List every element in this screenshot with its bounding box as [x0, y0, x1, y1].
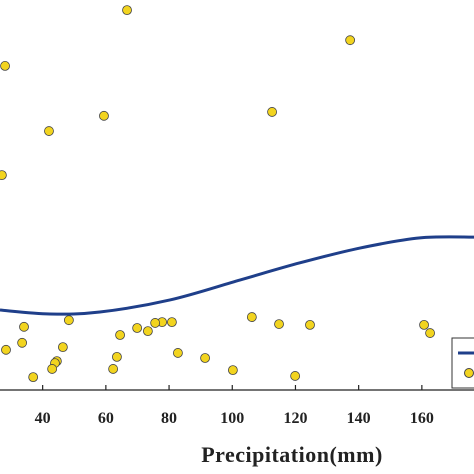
point: [274, 319, 284, 329]
fit-line: [0, 235, 474, 316]
legend-box: [451, 337, 474, 389]
point: [63, 315, 74, 326]
point: [267, 107, 277, 117]
point: [305, 319, 315, 330]
point: [1, 344, 11, 355]
x-tick-label: 100: [220, 410, 244, 427]
point: [290, 371, 301, 381]
point: [419, 319, 429, 330]
point: [57, 342, 68, 353]
point: [112, 351, 122, 362]
point: [0, 170, 7, 181]
point: [44, 126, 54, 136]
point: [425, 328, 435, 338]
point: [17, 337, 28, 348]
x-tick-label: 80: [161, 410, 177, 427]
point: [19, 321, 29, 332]
point: [345, 35, 356, 46]
point: [173, 348, 183, 358]
x-tick-label: 40: [35, 410, 51, 427]
x-axis-label: Precipitation(mm): [201, 442, 383, 467]
point: [132, 323, 143, 333]
point: [108, 364, 119, 374]
point: [167, 317, 177, 328]
point: [227, 365, 238, 376]
point: [200, 353, 210, 363]
x-tick-label: 60: [98, 410, 114, 427]
point: [142, 326, 153, 337]
point: [115, 330, 125, 340]
point: [28, 372, 39, 383]
point: [150, 318, 161, 328]
point: [0, 61, 10, 71]
point: [122, 5, 132, 16]
x-tick-label: 140: [347, 410, 371, 427]
point: [246, 312, 257, 322]
x-tick-label: 160: [410, 410, 434, 427]
x-tick-label: 120: [283, 410, 307, 427]
legend-dot: [464, 368, 474, 378]
point: [47, 364, 58, 374]
point: [99, 110, 109, 121]
legend-frame: [451, 337, 474, 389]
